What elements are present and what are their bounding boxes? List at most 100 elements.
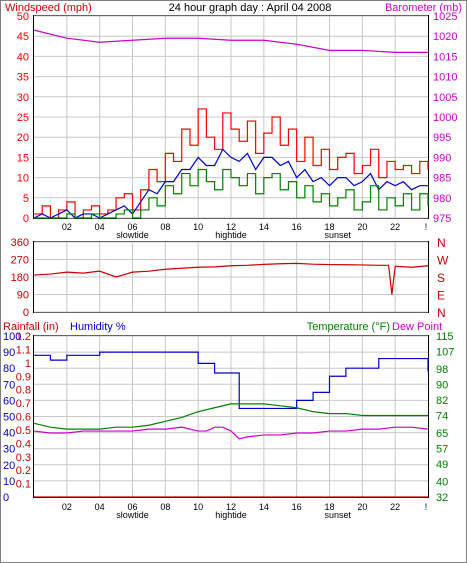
humidity-tick-label: 20 <box>3 460 15 472</box>
temperature-line <box>33 403 428 430</box>
wind-x-tick: 02 <box>62 222 72 232</box>
climate-x-end-tick: ! <box>425 502 428 512</box>
direction-tick-label: 90 <box>17 290 29 302</box>
wind-x-tick: 12 <box>226 222 236 232</box>
barometer-tick-label: 985 <box>433 173 451 185</box>
average-wind-line <box>34 168 429 219</box>
compass-label: S <box>437 271 445 285</box>
compass-label: E <box>437 289 445 303</box>
temperature-tick-label: 107 <box>436 347 454 359</box>
barometer-tick-label: 1010 <box>433 72 457 84</box>
humidity-axis-label: Humidity % <box>70 321 126 333</box>
dewpoint-line <box>33 426 429 440</box>
windspeed-tick-label: 5 <box>23 193 29 205</box>
temperature-tick-label: 98 <box>436 364 448 376</box>
windspeed-tick-label: 10 <box>17 173 29 185</box>
temperature-tick-label: 32 <box>436 492 448 504</box>
wind-x-tick: 18 <box>324 222 334 232</box>
wind-x-tick: 08 <box>160 222 170 232</box>
rainfall-tick-label: 1.1 <box>16 344 31 356</box>
temperature-axis-label: Temperature (°F) <box>307 321 390 333</box>
wind-event-label: hightide <box>215 230 247 240</box>
temperature-tick-label: 90 <box>436 379 448 391</box>
barometer-tick-label: 980 <box>433 193 451 205</box>
windspeed-tick-label: 50 <box>17 11 29 23</box>
wind-x-tick: 16 <box>292 222 302 232</box>
wind-x-tick: 22 <box>390 222 400 232</box>
barometer-tick-label: 990 <box>433 152 451 164</box>
humidity-tick-label: 0 <box>3 492 9 504</box>
page-title: 24 hour graph day : April 04 2008 <box>169 2 332 14</box>
climate-event-label: hightide <box>215 510 247 520</box>
humidity-tick-label: 30 <box>3 444 15 456</box>
barometer-line <box>33 29 428 53</box>
temperature-tick-label: 40 <box>436 476 448 488</box>
humidity-tick-label: 100 <box>3 331 21 343</box>
rainfall-tick-label: 1 <box>25 358 31 370</box>
rainfall-tick-label: 0.7 <box>16 398 31 410</box>
barometer-tick-label: 1020 <box>433 31 457 43</box>
climate-x-tick: 10 <box>193 502 203 512</box>
climate-x-tick: 16 <box>292 502 302 512</box>
humidity-tick-label: 50 <box>3 412 15 424</box>
rainfall-tick-label: 0.9 <box>16 371 31 383</box>
barometer-tick-label: 1015 <box>433 51 457 63</box>
temperature-tick-label: 74 <box>436 411 448 423</box>
windspeed-tick-label: 20 <box>17 132 29 144</box>
wind-x-tick: 10 <box>193 222 203 232</box>
windspeed-tick-label: 15 <box>17 152 29 164</box>
climate-x-tick: 22 <box>390 502 400 512</box>
climate-x-tick: 14 <box>259 502 269 512</box>
humidity-tick-label: 70 <box>3 379 15 391</box>
barometer-tick-label: 975 <box>433 213 451 225</box>
temperature-tick-label: 65 <box>436 428 448 440</box>
plot-layer <box>33 29 429 498</box>
barometer-axis-label: Barometer (mb) <box>385 2 462 14</box>
climate-event-label: slowtide <box>116 510 149 520</box>
rainfall-tick-label: 0.1 <box>16 479 31 491</box>
temperature-tick-label: 115 <box>436 331 454 343</box>
direction-tick-label: 270 <box>11 255 29 267</box>
climate-x-tick: 12 <box>226 502 236 512</box>
rainfall-tick-label: 0.6 <box>16 412 31 424</box>
temperature-tick-label: 57 <box>436 444 448 456</box>
climate-event-label: sunset <box>324 510 351 520</box>
climate-x-tick: 08 <box>160 502 170 512</box>
barometer-tick-label: 1025 <box>433 11 457 23</box>
dewpoint-axis-label: Dew Point <box>392 321 442 333</box>
windspeed-tick-label: 45 <box>17 31 29 43</box>
humidity-line <box>34 351 429 410</box>
wind-x-end-tick: ! <box>425 222 428 232</box>
barometer-tick-label: 1000 <box>433 112 457 124</box>
wind-x-tick: 14 <box>259 222 269 232</box>
wind-direction-line <box>33 262 429 295</box>
wind-event-label: slowtide <box>116 230 149 240</box>
humidity-tick-label: 10 <box>3 476 15 488</box>
rainfall-axis-label: Rainfall (in) <box>3 321 59 333</box>
climate-x-tick: 20 <box>357 502 367 512</box>
compass-label: W <box>437 254 449 268</box>
windspeed-tick-label: 0 <box>23 213 29 225</box>
wind-event-label: sunset <box>324 230 351 240</box>
rainfall-tick-label: 0.3 <box>16 452 31 464</box>
windspeed-tick-label: 40 <box>17 51 29 63</box>
humidity-tick-label: 60 <box>3 395 15 407</box>
direction-tick-label: 180 <box>11 272 29 284</box>
humidity-tick-label: 80 <box>3 363 15 375</box>
climate-x-tick: 18 <box>324 502 334 512</box>
direction-tick-label: 360 <box>11 237 29 249</box>
windspeed-tick-label: 25 <box>17 112 29 124</box>
rainfall-tick-label: 1.2 <box>16 331 31 343</box>
axis-layer: 0510152025303540455097598098599099510001… <box>3 11 457 520</box>
windspeed-tick-label: 30 <box>17 92 29 104</box>
direction-tick-label: 0 <box>23 307 29 319</box>
barometer-tick-label: 995 <box>433 132 451 144</box>
climate-x-tick: 04 <box>95 502 105 512</box>
rainfall-tick-label: 0.4 <box>16 438 31 450</box>
compass-label: N <box>437 236 446 250</box>
humidity-tick-label: 40 <box>3 428 15 440</box>
wind-x-tick: 06 <box>127 222 137 232</box>
barometer-tick-label: 1005 <box>433 92 457 104</box>
humidity-tick-label: 90 <box>3 347 15 359</box>
